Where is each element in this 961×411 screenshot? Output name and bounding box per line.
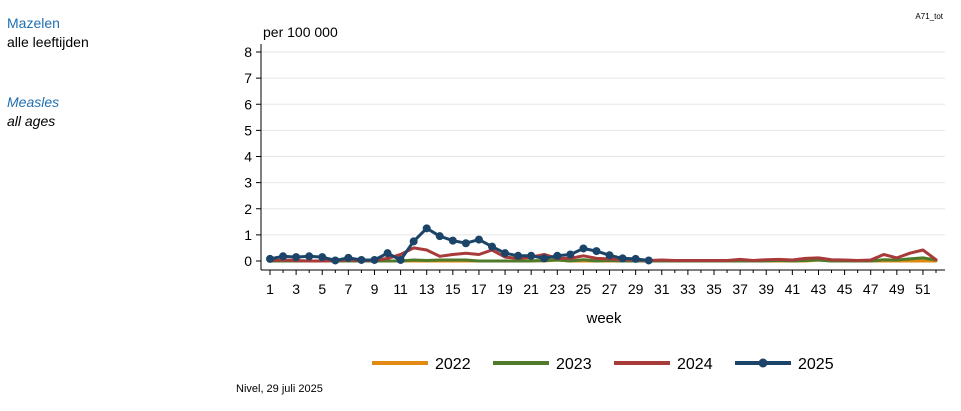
data-point-2025-week-19 — [501, 249, 510, 258]
grid-lines — [261, 51, 945, 236]
series-line-2023 — [268, 256, 938, 263]
data-point-2025-week-20 — [514, 251, 523, 260]
x-tick-label-23: 23 — [550, 281, 566, 297]
data-point-2025-week-23 — [553, 251, 562, 260]
x-tick-label-31: 31 — [654, 281, 670, 297]
x-axis: 1 3 5 7 9 11 13 15 17 19 21 23 25 27 29 31 33 35 37 39 41 43 4… — [261, 269, 945, 297]
x-tick-label-37: 37 — [732, 281, 748, 297]
x-tick-label-3: 3 — [292, 281, 300, 297]
x-tick-label-49: 49 — [889, 281, 905, 297]
data-point-2025-week-21 — [527, 251, 536, 260]
y-tick-label-5: 5 — [244, 122, 252, 138]
data-point-2025-week-29 — [631, 254, 640, 263]
data-point-2025-week-22 — [540, 254, 549, 263]
x-tick-label-9: 9 — [371, 281, 379, 297]
x-tick-label-15: 15 — [445, 281, 461, 297]
data-point-2025-week-26 — [592, 247, 601, 256]
x-tick-label-7: 7 — [344, 281, 352, 297]
data-point-2025-week-3 — [292, 253, 301, 262]
y-tick-label-6: 6 — [244, 96, 252, 112]
legend-label-2022: 2022 — [435, 356, 471, 373]
y-tick-label-4: 4 — [244, 149, 252, 165]
data-point-2025-week-1 — [266, 254, 274, 263]
data-point-2025-week-12 — [409, 237, 418, 246]
legend-label-2024: 2024 — [677, 356, 713, 373]
x-tick-label-33: 33 — [680, 281, 696, 297]
data-point-2025-week-5 — [318, 253, 327, 262]
data-point-2025-week-24 — [566, 250, 575, 259]
data-point-2025-week-4 — [305, 252, 314, 261]
data-point-2025-week-2 — [279, 252, 288, 261]
x-tick-label-1: 1 — [266, 281, 274, 297]
source-note: Nivel, 29 juli 2025 — [236, 383, 323, 395]
x-tick-label-35: 35 — [706, 281, 722, 297]
data-point-2025-week-10 — [383, 249, 392, 258]
chart-subtitle-dutch: alle leeftijden — [7, 34, 89, 50]
data-point-2025-week-9 — [370, 255, 379, 264]
x-tick-label-11: 11 — [393, 281, 408, 297]
x-tick-label-21: 21 — [523, 281, 539, 297]
y-tick-label-3: 3 — [244, 175, 252, 191]
data-point-2025-week-16 — [461, 239, 470, 248]
chart-title-dutch: Mazelen — [7, 15, 60, 31]
x-tick-label-47: 47 — [863, 281, 879, 297]
y-tick-label-8: 8 — [244, 44, 252, 60]
data-point-2025-week-28 — [618, 254, 627, 263]
data-point-2025-week-18 — [488, 242, 496, 251]
chart-subtitle-english: all ages — [7, 113, 56, 129]
data-point-2025-week-27 — [605, 251, 614, 260]
x-tick-label-39: 39 — [758, 281, 774, 297]
legend: 2022 2023 2024 2025 — [372, 356, 834, 373]
data-point-2025-week-13 — [422, 224, 431, 233]
legend-label-2023: 2023 — [556, 356, 592, 373]
data-point-2025-week-7 — [344, 253, 353, 262]
x-tick-label-45: 45 — [837, 281, 853, 297]
y-tick-label-2: 2 — [244, 201, 252, 217]
legend-label-2025: 2025 — [798, 356, 834, 373]
chart-title-english: Measles — [7, 94, 60, 110]
data-point-2025-week-25 — [579, 244, 588, 253]
series-line-2024 — [268, 246, 938, 263]
x-tick-label-29: 29 — [628, 281, 644, 297]
x-axis-label: week — [585, 310, 622, 327]
y-axis-label: per 100 000 — [263, 24, 338, 40]
x-tick-label-51: 51 — [915, 281, 931, 297]
data-point-2025-week-17 — [474, 235, 483, 244]
x-tick-label-27: 27 — [602, 281, 618, 297]
data-point-2025-week-8 — [357, 255, 366, 264]
x-tick-label-17: 17 — [471, 281, 487, 297]
y-axis: 0 1 2 3 4 5 6 7 8 — [244, 44, 262, 270]
data-point-2025-week-6 — [331, 256, 340, 265]
x-tick-label-19: 19 — [497, 281, 513, 297]
x-tick-label-13: 13 — [419, 281, 435, 297]
data-point-2025-week-15 — [448, 236, 457, 245]
y-tick-label-7: 7 — [244, 70, 252, 86]
x-tick-label-41: 41 — [785, 281, 801, 297]
data-point-2025-week-30 — [644, 256, 653, 265]
figure-code: A71_tot — [915, 12, 943, 21]
x-tick-label-25: 25 — [576, 281, 592, 297]
x-tick-label-43: 43 — [811, 281, 827, 297]
x-tick-label-5: 5 — [318, 281, 326, 297]
data-point-2025-week-11 — [396, 255, 405, 264]
data-point-2025-week-14 — [435, 232, 444, 241]
y-tick-label-0: 0 — [244, 253, 252, 269]
y-tick-label-1: 1 — [244, 227, 252, 243]
series-lines — [266, 224, 938, 265]
series-line-2025 — [268, 226, 651, 262]
legend-marker-2025 — [758, 358, 768, 368]
